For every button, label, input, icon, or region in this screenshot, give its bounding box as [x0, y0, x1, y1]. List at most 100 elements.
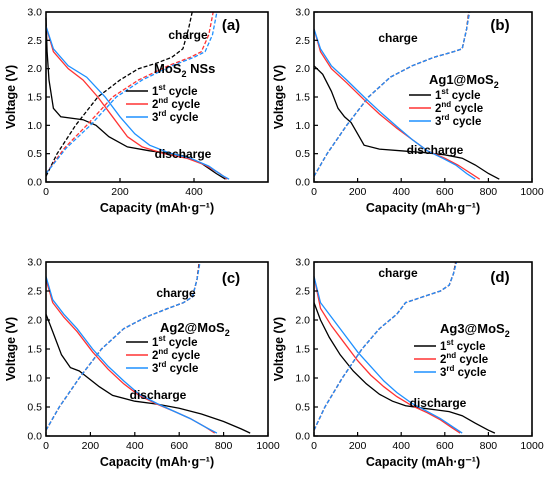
panel-label: (a) — [222, 17, 240, 34]
y-tick-label: 0.0 — [27, 431, 42, 443]
y-tick-label: 0.5 — [27, 402, 42, 414]
panel-label: (b) — [490, 17, 509, 34]
x-tick-label: 200 — [82, 440, 100, 452]
legend-cycle-number: 2 — [152, 99, 158, 111]
y-tick-label: 0.5 — [295, 402, 310, 414]
legend-ordinal-superscript: rd — [441, 113, 449, 122]
charge-annotation: charge — [378, 31, 418, 45]
panel-c: 0 200 400 600 800 1000 0.0 0.5 1.0 1.5 2.0 2.5 3.0 Ca… — [4, 257, 280, 470]
y-tick-label: 2.5 — [27, 286, 42, 298]
curve-cycle3-charge — [313, 261, 458, 431]
legend-ordinal-superscript: nd — [158, 96, 168, 105]
legend-cycle-number: 2 — [152, 350, 158, 362]
curve-cycle3-charge — [313, 11, 471, 177]
discharge-annotation: discharge — [130, 388, 187, 402]
x-tick-label: 0 — [311, 186, 317, 198]
legend-cycle-suffix: cycle — [456, 354, 488, 366]
legend-entry: 3rd cycle — [435, 113, 481, 128]
y-tick-label: 2.0 — [27, 63, 42, 75]
sample-name-base: MoS — [154, 61, 182, 76]
y-axis-title: Voltage (V) — [4, 65, 18, 129]
y-axis-title: Voltage (V) — [272, 317, 286, 381]
legend-cycle-number: 1 — [440, 341, 447, 353]
legend-cycle-suffix: cycle — [166, 363, 198, 375]
y-tick-label: 0.0 — [295, 177, 310, 189]
sample-name-base: Ag3@MoS — [440, 321, 505, 336]
x-axis-title: Capacity (mAh·g⁻¹) — [100, 201, 214, 215]
y-tick-label: 2.0 — [295, 315, 310, 327]
panel-a: 0 200 400 0.0 0.5 1.0 1.5 2.0 2.5 3.0 Capacity (mA… — [4, 7, 269, 215]
legend-cycle-number: 3 — [440, 367, 446, 379]
legend-ordinal-superscript: st — [446, 338, 453, 347]
x-tick-label: 0 — [43, 186, 49, 198]
discharge-annotation: discharge — [410, 396, 467, 410]
sample-name-subscript: 2 — [181, 69, 186, 79]
y-tick-label: 3.0 — [295, 257, 310, 269]
x-tick-label: 800 — [480, 440, 498, 452]
x-tick-label: 600 — [170, 440, 188, 452]
x-tick-label: 200 — [349, 186, 367, 198]
sample-name-base: Ag2@MoS — [160, 320, 225, 335]
legend-cycle-suffix: cycle — [449, 116, 481, 128]
legend-cycle-number: 2 — [440, 354, 446, 366]
x-tick-label: 1000 — [520, 186, 544, 198]
x-tick-label: 800 — [215, 440, 233, 452]
legend-ordinal-superscript: nd — [446, 351, 456, 360]
y-tick-label: 0.0 — [27, 177, 42, 189]
legend-ordinal-superscript: rd — [158, 109, 166, 118]
legend-cycle-number: 1 — [152, 337, 159, 349]
x-tick-label: 400 — [185, 186, 203, 198]
y-tick-label: 1.0 — [27, 120, 42, 132]
sample-name-tail: NSs — [186, 61, 215, 76]
x-tick-label: 0 — [311, 440, 317, 452]
x-axis-title: Capacity (mAh·g⁻¹) — [366, 455, 480, 469]
legend-entry: 2nd cycle — [152, 96, 200, 111]
y-tick-label: 1.0 — [295, 120, 310, 132]
discharge-annotation: discharge — [407, 143, 464, 157]
x-axis-title: Capacity (mAh·g⁻¹) — [366, 201, 480, 215]
sample-name-subscript: 2 — [505, 329, 510, 339]
y-tick-label: 1.0 — [295, 373, 310, 385]
x-tick-label: 1000 — [520, 440, 544, 452]
panel-b: 0 200 400 600 800 1000 0.0 0.5 1.0 1.5 2.0 2.5 3.0 Ca… — [272, 7, 544, 216]
discharge-annotation: discharge — [155, 147, 212, 161]
legend-cycle-suffix: cycle — [166, 337, 198, 349]
charge-annotation: charge — [378, 266, 418, 280]
x-tick-label: 200 — [111, 186, 129, 198]
legend-entry: 3rd cycle — [440, 364, 486, 379]
y-tick-label: 1.5 — [295, 92, 310, 104]
curve-cycle3-discharge — [313, 276, 463, 434]
legend-cycle-suffix: cycle — [454, 341, 486, 353]
legend-cycle-suffix: cycle — [451, 103, 483, 115]
y-tick-label: 2.5 — [295, 35, 310, 47]
x-tick-label: 1000 — [256, 440, 280, 452]
y-tick-label: 1.0 — [27, 373, 42, 385]
legend-ordinal-superscript: st — [158, 334, 165, 343]
legend-entry: 1st cycle — [440, 338, 486, 353]
legend-cycle-number: 3 — [152, 363, 158, 375]
sample-name: Ag1@MoS2 — [429, 72, 499, 90]
curve-cycle2-charge — [45, 11, 214, 174]
legend-cycle-suffix: cycle — [166, 112, 198, 124]
x-tick-label: 0 — [43, 440, 49, 452]
legend-ordinal-superscript: nd — [158, 347, 168, 356]
legend-cycle-suffix: cycle — [166, 86, 198, 98]
curve-cycle1-discharge — [45, 313, 251, 434]
x-tick-label: 600 — [436, 186, 454, 198]
curve-cycle1-discharge — [313, 65, 500, 180]
y-axis-title: Voltage (V) — [272, 65, 286, 129]
legend-ordinal-superscript: rd — [446, 364, 454, 373]
sample-name: Ag3@MoS2 — [440, 321, 510, 339]
sample-name-subscript: 2 — [494, 80, 499, 90]
y-tick-label: 2.0 — [27, 315, 42, 327]
y-tick-label: 1.5 — [27, 344, 42, 356]
y-tick-label: 0.0 — [295, 431, 310, 443]
sample-name: MoS2 NSs — [154, 61, 215, 79]
legend-ordinal-superscript: st — [441, 87, 448, 96]
legend-cycle-number: 1 — [435, 90, 442, 102]
sample-name-subscript: 2 — [225, 328, 230, 338]
charge-annotation: charge — [168, 28, 208, 42]
legend-entry: 3rd cycle — [152, 109, 198, 124]
